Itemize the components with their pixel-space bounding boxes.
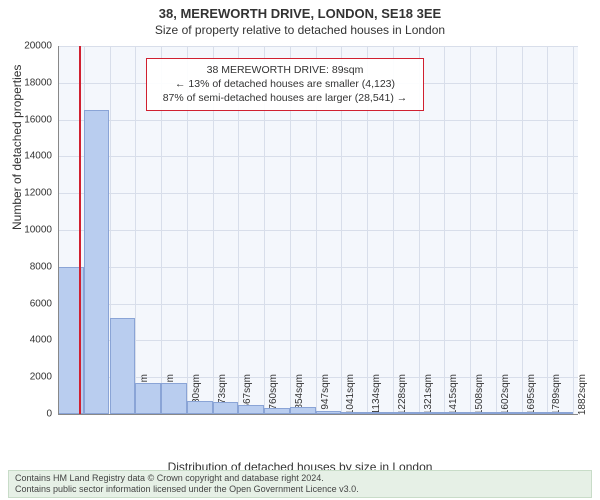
- property-marker-line: [79, 46, 81, 414]
- x-tick-label: 1882sqm: [577, 374, 588, 418]
- gridline-v: [496, 46, 497, 414]
- histogram-bar: [135, 383, 161, 414]
- footer-line2: Contains public sector information licen…: [15, 484, 585, 495]
- histogram-bar: [84, 110, 110, 414]
- gridline-v: [135, 46, 136, 414]
- histogram-bar: [290, 407, 316, 414]
- y-tick-label: 14000: [6, 151, 52, 162]
- y-tick-label: 0: [6, 409, 52, 420]
- annotation-box: 38 MEREWORTH DRIVE: 89sqm ← 13% of detac…: [146, 58, 424, 111]
- y-tick-label: 6000: [6, 298, 52, 309]
- footer-line1: Contains HM Land Registry data © Crown c…: [15, 473, 585, 484]
- y-tick-label: 4000: [6, 335, 52, 346]
- y-tick-label: 12000: [6, 188, 52, 199]
- gridline-v: [522, 46, 523, 414]
- x-axis-line: [58, 414, 578, 415]
- y-tick-label: 8000: [6, 261, 52, 272]
- y-tick-label: 2000: [6, 372, 52, 383]
- chart-title-sub: Size of property relative to detached ho…: [0, 21, 600, 41]
- chart-title-main: 38, MEREWORTH DRIVE, LONDON, SE18 3EE: [0, 0, 600, 21]
- y-tick-label: 18000: [6, 77, 52, 88]
- gridline-v: [547, 46, 548, 414]
- histogram-bar: [213, 402, 239, 414]
- histogram-bar: [187, 401, 213, 414]
- y-tick-label: 16000: [6, 114, 52, 125]
- gridline-v: [573, 46, 574, 414]
- histogram-bar: [161, 383, 187, 414]
- histogram-bar: [238, 405, 264, 414]
- y-tick-label: 20000: [6, 41, 52, 52]
- histogram-bar: [110, 318, 136, 414]
- gridline-v: [444, 46, 445, 414]
- y-axis-label: Number of detached properties: [10, 65, 24, 230]
- attribution-footer: Contains HM Land Registry data © Crown c…: [8, 470, 592, 499]
- chart-area: 0200040006000800010000120001400016000180…: [58, 46, 578, 414]
- y-axis-line: [58, 46, 59, 414]
- gridline-v: [470, 46, 471, 414]
- annotation-line3: 87% of semi-detached houses are larger (…: [155, 91, 415, 105]
- y-tick-label: 10000: [6, 225, 52, 236]
- annotation-line1: 38 MEREWORTH DRIVE: 89sqm: [155, 63, 415, 77]
- annotation-line2: ← 13% of detached houses are smaller (4,…: [155, 77, 415, 91]
